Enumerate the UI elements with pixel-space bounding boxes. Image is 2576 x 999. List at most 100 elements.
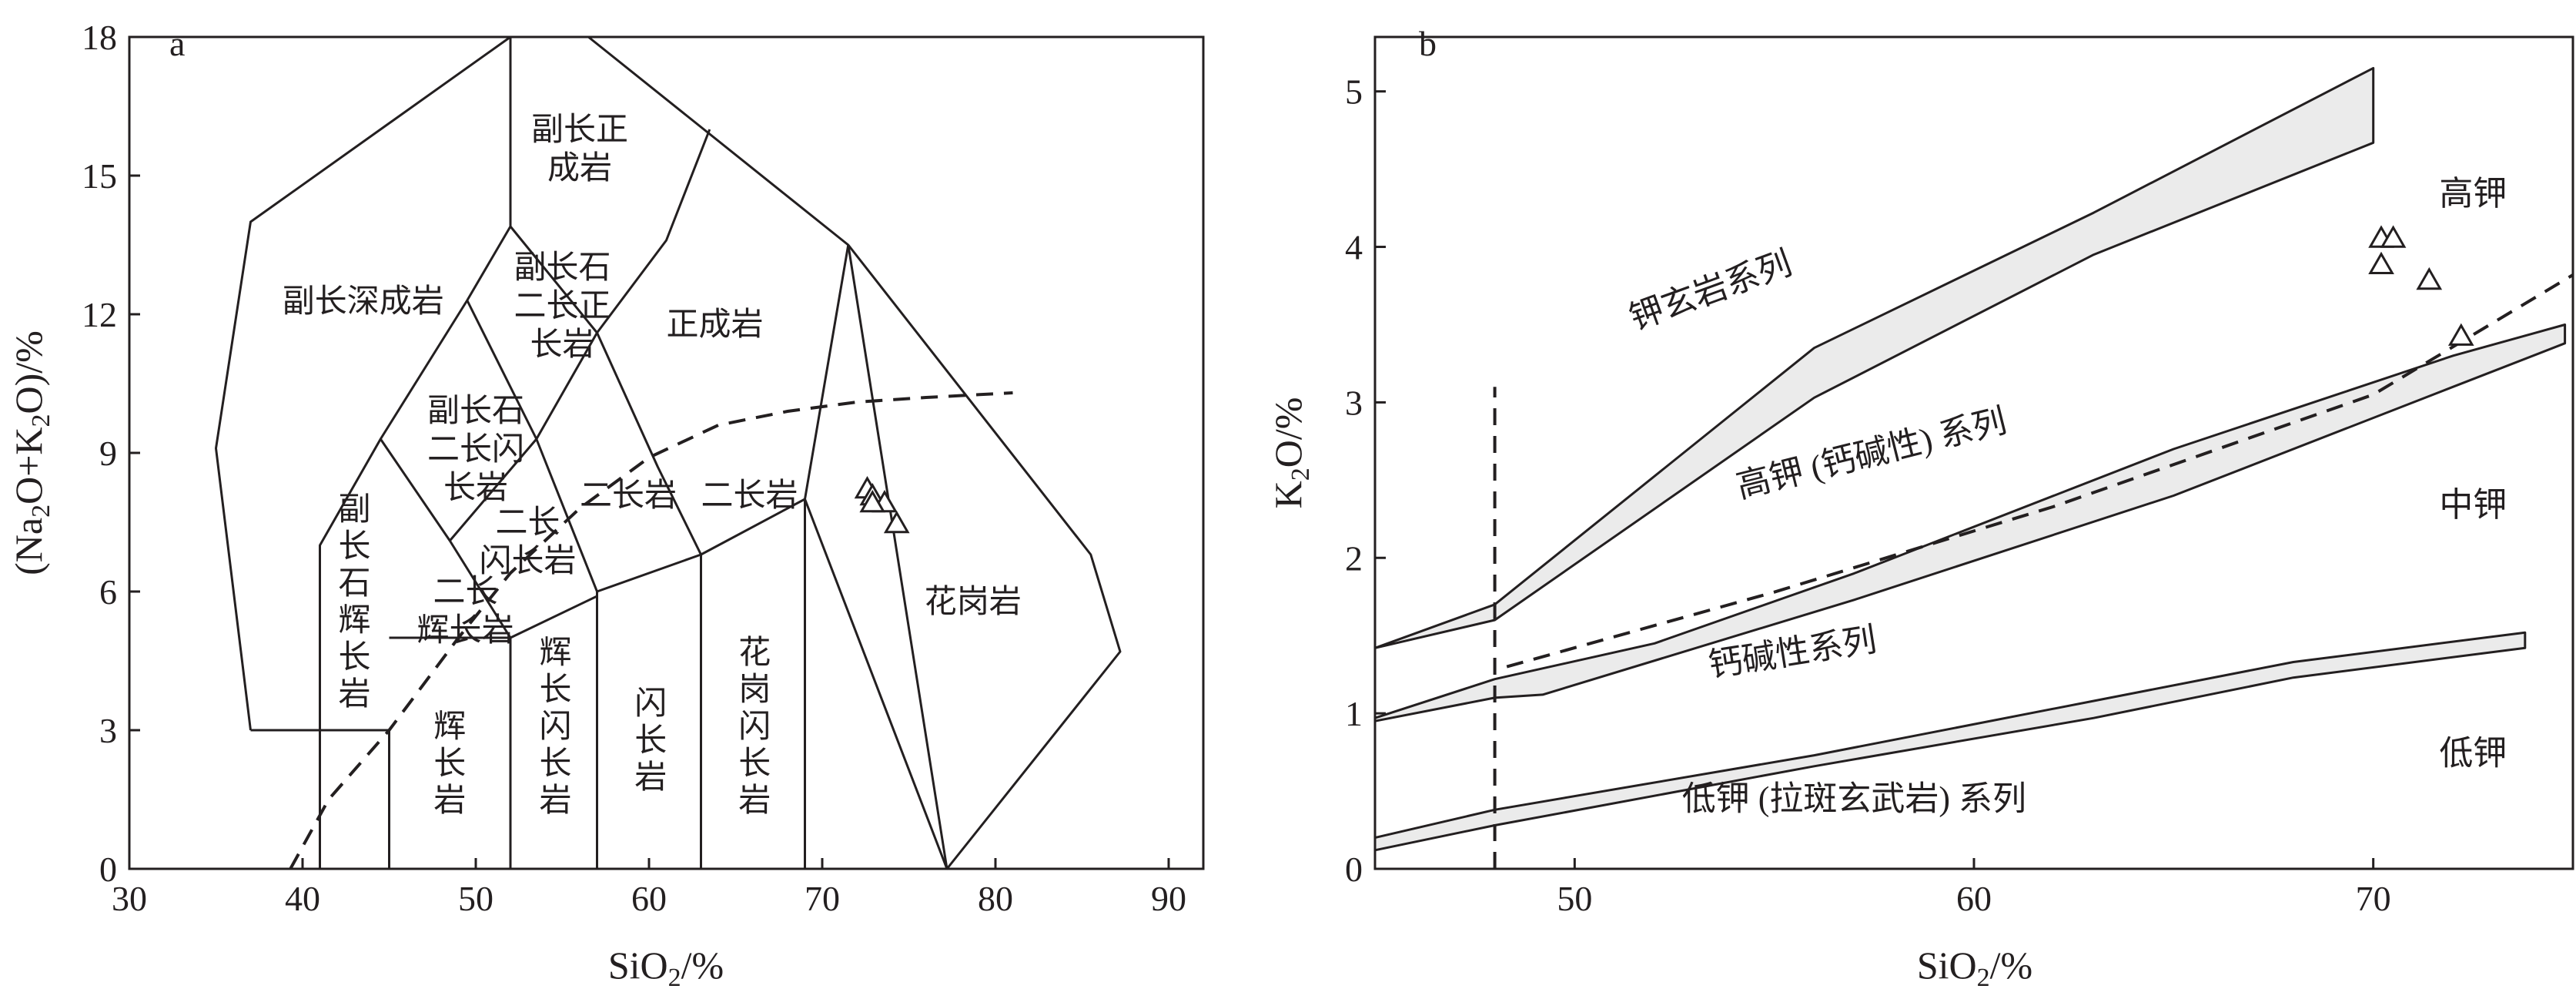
panel-b-plot-frame — [1373, 35, 2574, 870]
panel-b-x-ticks: 50 60 70 — [1557, 858, 2391, 918]
x-tick-label: 70 — [2356, 879, 2391, 918]
field-boundary-edge-diag-1 — [380, 438, 598, 639]
field-label-vertical-char: 花 — [738, 635, 771, 671]
panel-b-x-axis-label: SiO2/% — [1917, 944, 2032, 992]
y-tick-label: 2 — [1345, 538, 1363, 578]
field-label: 二长 — [433, 575, 497, 610]
field-label-vertical-char: 长 — [539, 672, 571, 708]
sample-triangle — [859, 489, 886, 513]
region-label: 低钾 — [2439, 735, 2507, 773]
field-label: 二长正 — [514, 289, 611, 324]
x-tick-label: 60 — [631, 879, 667, 918]
x-tick-label: 90 — [1151, 879, 1186, 918]
field-label-vertical-char: 岩 — [338, 677, 370, 712]
field-label-vertical-char: 长 — [634, 723, 667, 759]
y-tick-label: 1 — [1345, 694, 1363, 733]
field-label: 二长 — [495, 505, 560, 541]
field-label: 正成岩 — [666, 307, 763, 343]
field-label-vertical-char: 长 — [539, 746, 571, 782]
field-label-vertical-char: 闪 — [634, 686, 667, 722]
y-tick-label: 3 — [99, 711, 117, 750]
y-tick-label: 12 — [82, 295, 117, 334]
field-label: 副长深成岩 — [283, 284, 444, 320]
field-label: 长岩 — [443, 471, 508, 506]
panel-a-samples — [854, 475, 910, 534]
panel-b-y-axis-label: K2O/% — [1266, 397, 1315, 509]
x-tick-label: 30 — [112, 879, 147, 918]
field-label: 闪长岩 — [479, 544, 576, 579]
panel-a-x-ticks: 30 40 50 60 70 80 90 — [112, 858, 1186, 918]
sample-triangle — [2416, 267, 2443, 290]
x-tick-label: 40 — [285, 879, 320, 918]
field-label: 二长岩 — [580, 478, 677, 514]
field-label-vertical-char: 长 — [338, 529, 370, 565]
field-label-vertical-char: 辉 — [338, 603, 370, 639]
y-tick-label: 5 — [1345, 72, 1363, 112]
field-label-vertical-char: 长 — [738, 746, 771, 782]
field-label: 副长石 — [514, 250, 611, 286]
field-label: 二长岩 — [701, 478, 798, 514]
panel-a-y-ticks: 0 3 6 9 12 15 18 — [82, 18, 140, 889]
y-tick-label: 15 — [82, 156, 117, 196]
field-label: 长岩 — [530, 327, 594, 363]
region-label: 高钾 — [2439, 175, 2507, 213]
field-label-vertical-char: 岗 — [738, 672, 771, 708]
y-tick-label: 6 — [99, 572, 117, 612]
y-tick-label: 9 — [99, 434, 117, 473]
y-tick-label: 0 — [1345, 850, 1363, 889]
series-label: 钾玄岩系列 — [1624, 244, 1796, 337]
panel-b-samples — [2368, 225, 2474, 346]
field-boundary-edge-diag-2 — [466, 244, 850, 593]
field-label: 花岗岩 — [925, 585, 1022, 620]
field-label-vertical-char: 岩 — [433, 783, 466, 819]
panel-b-bands — [1373, 66, 2574, 869]
panel-a-title: a — [169, 24, 185, 63]
y-tick-label: 18 — [82, 18, 117, 57]
field-label-vertical-char: 闪 — [738, 709, 771, 745]
field-boundary-edge-52-5 — [389, 636, 512, 869]
region-label: 中钾 — [2439, 486, 2507, 524]
panel-a-fields — [215, 35, 1122, 870]
panel-a-y-axis-label: (Na2O+K2O)/% — [7, 330, 55, 575]
field-label: 副长正 — [531, 112, 628, 148]
x-tick-label: 70 — [805, 879, 840, 918]
x-tick-label: 80 — [978, 879, 1013, 918]
field-boundary-edge-internal-1 — [449, 332, 598, 541]
panel-b-y-ticks: 0 1 2 3 4 5 — [1345, 72, 1386, 889]
field-label-vertical-char: 闪 — [539, 709, 571, 745]
field-boundary-edge-diag-3 — [596, 332, 702, 555]
sample-triangle — [883, 510, 910, 534]
field-label-vertical-char: 长 — [338, 640, 370, 675]
panel-b-title: b — [1419, 24, 1437, 63]
field-boundary-edge-41-45 — [319, 129, 711, 869]
x-tick-label: 50 — [458, 879, 493, 918]
sample-triangle — [2368, 251, 2394, 274]
field-label-vertical-char: 辉 — [433, 709, 466, 745]
x-tick-label: 50 — [1557, 879, 1592, 918]
series-label: 低钾 (拉斑玄武岩) 系列 — [1682, 779, 2026, 817]
field-label-vertical-char: 副 — [338, 492, 370, 528]
y-tick-label: 4 — [1345, 228, 1363, 267]
field-label-vertical-char: 石 — [338, 566, 370, 602]
band-highK-calcalkaline-boundary — [1373, 324, 2567, 722]
alkaline-subalkaline-divider — [289, 391, 1013, 870]
field-boundary-edge-internal-2 — [804, 498, 948, 870]
field-label-vertical-char: 岩 — [539, 783, 571, 819]
field-label: 二长闪 — [427, 432, 524, 468]
field-label-vertical-char: 长 — [433, 746, 466, 782]
band-calcalkaline-lowK-boundary — [1373, 631, 2527, 852]
y-tick-label: 3 — [1345, 383, 1363, 422]
dashed-divider — [1506, 273, 2574, 669]
field-label: 副长石 — [427, 394, 524, 429]
field-label-vertical-char: 岩 — [738, 783, 771, 819]
field-label: 辉长岩 — [417, 613, 514, 649]
sample-triangle — [2447, 323, 2474, 346]
x-tick-label: 60 — [1956, 879, 1992, 918]
y-tick-label: 0 — [99, 850, 117, 889]
panel-a-x-axis-label: SiO2/% — [608, 944, 724, 992]
field-label: 成岩 — [547, 151, 612, 186]
